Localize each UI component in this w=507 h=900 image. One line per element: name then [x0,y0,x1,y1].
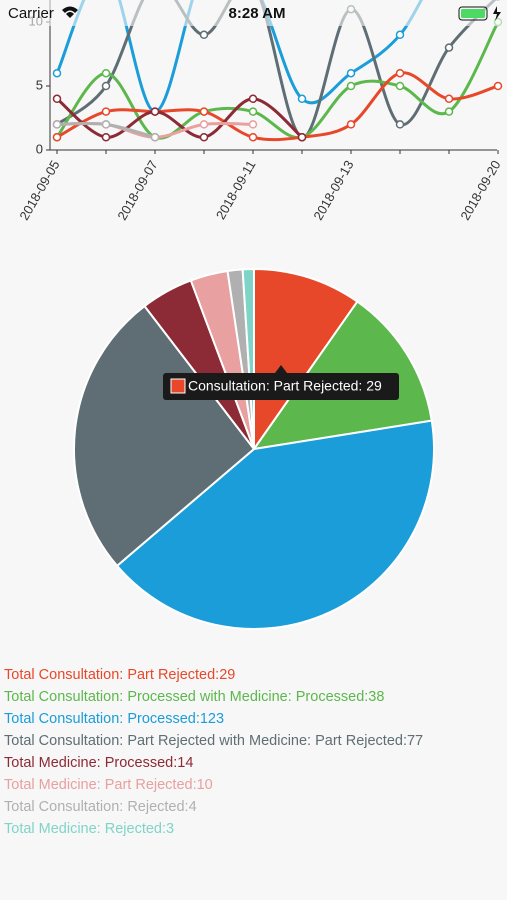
series-line [56,97,303,139]
point [199,132,209,142]
point [52,68,62,78]
point [248,107,258,116]
tooltip-text: Consultation: Part Rejected: 29 [188,378,382,394]
point [395,120,405,129]
legend-entry: Total Consultation: Rejected:4 [4,799,197,815]
point [248,94,258,104]
point [444,94,454,104]
point [395,30,405,40]
point [52,120,62,129]
series-line [55,21,500,140]
point [346,81,356,91]
x-tick-label: 2018-09-11 [213,158,259,222]
legend-entry: Total Medicine: Rejected:3 [4,821,174,837]
battery [458,6,488,21]
point [493,81,503,91]
point [101,120,111,129]
legend-entry: Total Consultation: Processed:123 [4,711,224,727]
tooltip-box [163,373,399,400]
clock: 8:28 AM [229,5,286,22]
point [248,120,258,129]
legend-entry: Total Consultation: Part Rejected:29 [4,667,235,683]
legend-entry: Total Consultation: Part Rejected with M… [4,733,423,749]
pie-chart [73,267,435,630]
point [444,43,454,52]
point [101,81,111,91]
pie-slice [253,267,359,453]
series-line [56,71,499,142]
y-tick-label: 5 [36,77,43,92]
tooltip-arrow [275,365,287,373]
pie-slice [115,419,435,630]
legend: Total Consultation: Part Rejected:29 Tota… [4,667,423,837]
point [199,30,209,40]
tooltip: Consultation: Part Rejected: 29 [163,365,399,400]
charging-icon [493,6,501,21]
point [297,94,307,104]
point [52,94,62,104]
x-tick-label: 2018-09-07 [114,158,160,223]
tooltip-swatch [170,378,186,394]
point [199,120,209,129]
point [297,132,307,142]
point [101,132,111,142]
point [101,107,111,116]
point [101,68,111,78]
x-tick-label: 2018-09-13 [310,158,356,223]
status-bar: Carrier 8:28 AM [0,0,507,26]
point [199,107,209,116]
point [150,132,160,142]
point [52,132,62,142]
status-bg [0,0,507,26]
point [444,107,454,116]
x-tick-label: 2018-09-20 [457,158,503,223]
point [395,81,405,91]
legend-entry: Total Medicine: Processed:14 [4,755,193,771]
pie-slice [73,304,256,568]
point [395,68,405,78]
point [150,107,160,116]
point [248,132,258,142]
carrier: Carrier [8,5,54,22]
y-tick-label: 0 [36,141,43,156]
x-tick-label: 2018-09-05 [16,158,62,223]
legend-entry: Total Consultation: Processed with Medic… [4,689,384,705]
pie-slice [241,267,255,450]
line-chart: 05102018-09-052018-09-072018-09-112018-0… [16,0,504,223]
wifi-icon [62,6,78,18]
point [346,68,356,78]
point [346,120,356,129]
legend-entry: Total Medicine: Part Rejected:10 [4,777,213,793]
battery-level [461,9,485,18]
